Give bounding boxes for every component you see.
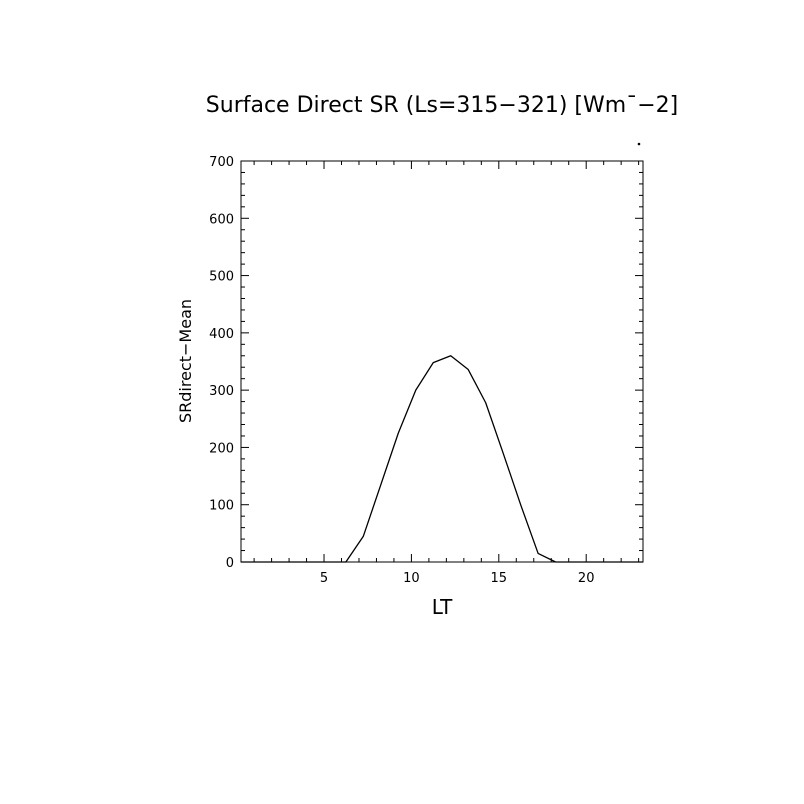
x-tick-label: 10 <box>403 571 420 586</box>
y-tick-label: 600 <box>209 212 234 227</box>
y-ticks <box>241 160 643 563</box>
y-tick-label: 300 <box>209 384 234 399</box>
series-line-0 <box>241 355 643 563</box>
y-tick-label: 500 <box>209 270 234 285</box>
y-tick-label: 100 <box>209 499 234 514</box>
y-tick-label: 200 <box>209 441 234 456</box>
y-tick-labels: 0 100 200 300 400 500 600 700 <box>209 155 234 571</box>
x-tick-label: 15 <box>491 571 508 586</box>
y-axis-label: SRdirect−Mean <box>176 299 195 423</box>
series-layer <box>241 355 643 563</box>
x-tick-label: 20 <box>578 571 595 586</box>
x-tick-label: 5 <box>320 571 328 586</box>
corner-dot <box>637 142 641 146</box>
x-ticks <box>253 161 640 562</box>
y-tick-label: 700 <box>209 155 234 170</box>
x-axis-label: LT <box>432 595 453 619</box>
x-tick-labels: 5 10 15 20 <box>320 571 595 586</box>
plot-frame <box>240 160 644 563</box>
y-tick-label: 0 <box>226 556 234 571</box>
chart-title: Surface Direct SR (Ls=315−321) [Wm¯−2] <box>206 93 678 118</box>
y-tick-label: 400 <box>209 327 234 342</box>
